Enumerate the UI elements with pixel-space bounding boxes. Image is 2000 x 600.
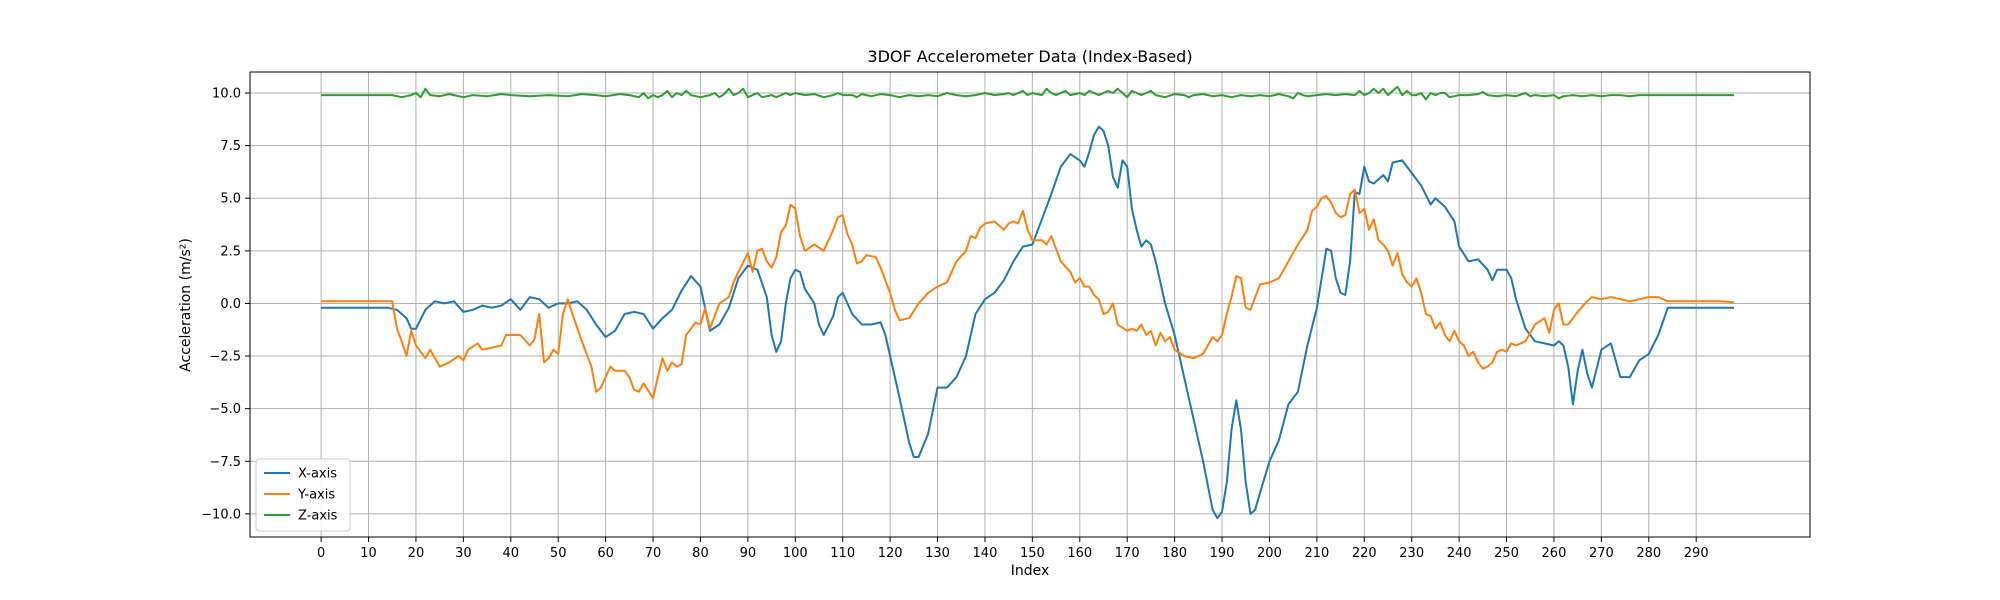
x-tick-label: 10	[360, 546, 377, 561]
legend-box	[255, 458, 351, 532]
legend-label: X-axis	[298, 467, 337, 482]
x-axis-label: Index	[1011, 563, 1050, 579]
x-tick-label: 210	[1304, 546, 1329, 561]
x-tick-label: 60	[597, 546, 614, 561]
x-tick-label: 140	[973, 546, 998, 561]
x-tick-label: 50	[550, 546, 567, 561]
x-tick-label: 290	[1684, 546, 1709, 561]
x-tick-label: 130	[925, 546, 950, 561]
x-tick-label: 270	[1589, 546, 1614, 561]
x-tick-label: 30	[455, 546, 472, 561]
x-tick-label: 180	[1162, 546, 1187, 561]
x-tick-label: 20	[408, 546, 425, 561]
legend-label: Z-axis	[298, 509, 338, 524]
x-tick-label: 240	[1447, 546, 1472, 561]
x-tick-label: 260	[1542, 546, 1567, 561]
y-tick-label: 0.0	[220, 297, 241, 312]
series-line-z-axis	[321, 85, 1735, 101]
x-tick-label: 80	[692, 546, 709, 561]
axis-ticks: 0 10 20 30 40 50 60 70 80 90 100 110 120 130 140 150 160…	[201, 87, 1708, 561]
x-tick-label: 90	[740, 546, 757, 561]
series-line-y-axis	[321, 188, 1735, 400]
chart-title: 3DOF Accelerometer Data (Index-Based)	[867, 47, 1192, 66]
x-tick-label: 220	[1352, 546, 1377, 561]
y-tick-label: 7.5	[220, 139, 241, 154]
x-tick-label: 160	[1067, 546, 1092, 561]
plot-frame	[249, 71, 1811, 538]
legend: X-axis Y-axis Z-axis	[255, 458, 351, 532]
x-tick-label: 120	[878, 546, 903, 561]
series-lines	[321, 85, 1735, 520]
x-tick-label: 200	[1257, 546, 1282, 561]
y-tick-label: −5.0	[209, 402, 241, 417]
legend-label: Y-axis	[297, 488, 335, 503]
x-tick-label: 250	[1494, 546, 1519, 561]
y-tick-label: 2.5	[220, 244, 241, 259]
y-tick-label: 5.0	[220, 192, 241, 207]
x-tick-label: 40	[503, 546, 520, 561]
x-tick-label: 70	[645, 546, 662, 561]
y-tick-label: −10.0	[201, 507, 241, 522]
y-tick-label: 10.0	[212, 87, 241, 102]
y-tick-label: −2.5	[209, 350, 241, 365]
x-tick-label: 190	[1210, 546, 1235, 561]
x-tick-label: 280	[1636, 546, 1661, 561]
y-tick-label: −7.5	[209, 455, 241, 470]
series-line-x-axis	[321, 125, 1735, 520]
y-axis-label: Acceleration (m/s²)	[178, 238, 194, 372]
x-tick-label: 170	[1115, 546, 1140, 561]
x-tick-label: 100	[783, 546, 808, 561]
x-tick-label: 110	[830, 546, 855, 561]
x-tick-label: 150	[1020, 546, 1045, 561]
x-tick-label: 0	[317, 546, 325, 561]
x-tick-label: 230	[1399, 546, 1424, 561]
